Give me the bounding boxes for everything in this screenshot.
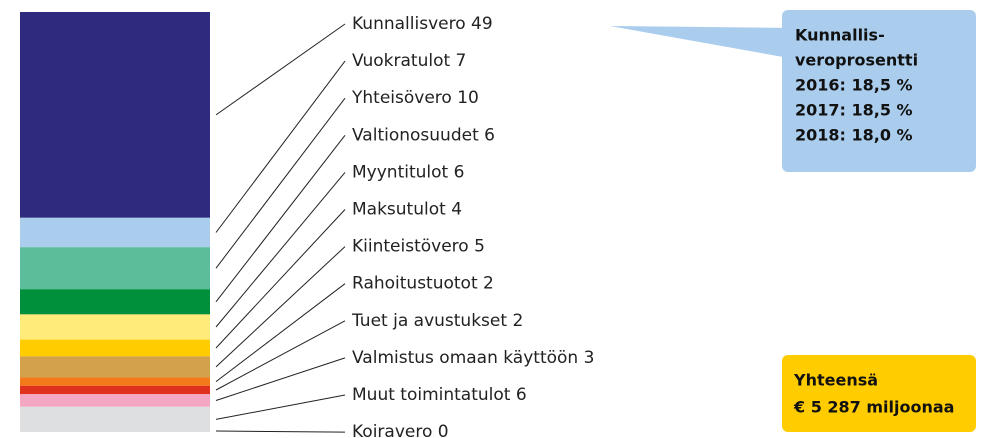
bar-segment — [20, 394, 210, 407]
connector — [215, 134, 346, 303]
bar-segment — [20, 12, 210, 218]
segment-label: Kiinteistövero 5 — [352, 237, 485, 257]
segment-label: Muut toimintatulot 6 — [352, 385, 527, 405]
bar-segment — [20, 314, 210, 340]
bar-segment — [20, 217, 210, 248]
callout-text: veroprosentti — [795, 51, 918, 70]
segment-label: Maksutulot 4 — [352, 200, 462, 220]
callout-text: 2016: 18,5 % — [795, 76, 913, 95]
total-text: Yhteensä — [793, 371, 878, 390]
category-name: Valmistus omaan käyttöön — [352, 348, 578, 368]
total-box — [782, 355, 976, 432]
category-name: Kiinteistövero — [352, 237, 469, 257]
connector — [215, 246, 346, 368]
value-label: 7 — [456, 51, 467, 71]
value-label: 2 — [483, 274, 494, 294]
connector — [215, 97, 346, 269]
connector — [215, 60, 346, 233]
segment-label: Koiravero 0 — [352, 422, 449, 438]
category-name: Maksutulot — [352, 200, 446, 220]
connector — [215, 430, 346, 433]
callout-box — [782, 10, 976, 172]
segment-label: Kunnallisvero 49 — [352, 14, 493, 34]
bar-segment — [20, 356, 210, 378]
bar-segment — [20, 377, 210, 386]
value-label: 49 — [471, 14, 493, 34]
total-text: € 5 287 miljoonaa — [793, 398, 954, 417]
category-name: Koiravero — [352, 422, 432, 438]
category-name: Valtionosuudet — [352, 125, 479, 145]
callout-text: 2018: 18,0 % — [795, 126, 913, 145]
category-name: Tuet ja avustukset — [351, 311, 507, 331]
value-label: 2 — [512, 311, 523, 331]
callout-text: Kunnallis- — [795, 26, 885, 45]
segment-label: Myyntitulot 6 — [352, 162, 464, 182]
bar-segment — [20, 339, 210, 357]
segment-label: Valmistus omaan käyttöön 3 — [352, 348, 594, 368]
value-label: 6 — [516, 385, 527, 405]
segment-label: Rahoitustuotot 2 — [352, 274, 494, 294]
value-label: 6 — [484, 125, 495, 145]
segment-label: Tuet ja avustukset 2 — [351, 311, 523, 331]
connector — [215, 320, 346, 391]
value-label: 0 — [438, 422, 449, 438]
category-name: Rahoitustuotot — [352, 274, 478, 294]
category-name: Vuokratulot — [352, 51, 450, 71]
segment-label: Yhteisövero 10 — [351, 88, 479, 108]
segment-label: Valtionosuudet 6 — [352, 125, 495, 145]
category-name: Muut toimintatulot — [352, 385, 511, 405]
value-label: 3 — [584, 348, 595, 368]
callout-text: 2017: 18,5 % — [795, 101, 913, 120]
value-label: 6 — [454, 162, 465, 182]
connector — [215, 357, 346, 401]
category-name: Kunnallisvero — [352, 14, 466, 34]
segment-label: Vuokratulot 7 — [352, 51, 466, 71]
connector — [215, 23, 346, 116]
value-label: 5 — [474, 237, 485, 257]
connector — [215, 209, 346, 349]
category-name: Myyntitulot — [352, 162, 449, 182]
connector — [215, 394, 346, 420]
connector — [215, 172, 346, 328]
connector — [215, 283, 346, 382]
bar-segment — [20, 247, 210, 290]
category-name: Yhteisövero — [351, 88, 452, 108]
value-label: 4 — [451, 200, 462, 220]
bar-segment — [20, 289, 210, 315]
value-label: 10 — [457, 88, 479, 108]
callout-pointer — [610, 26, 800, 60]
bar-segment — [20, 406, 210, 432]
bar-segment — [20, 385, 210, 395]
